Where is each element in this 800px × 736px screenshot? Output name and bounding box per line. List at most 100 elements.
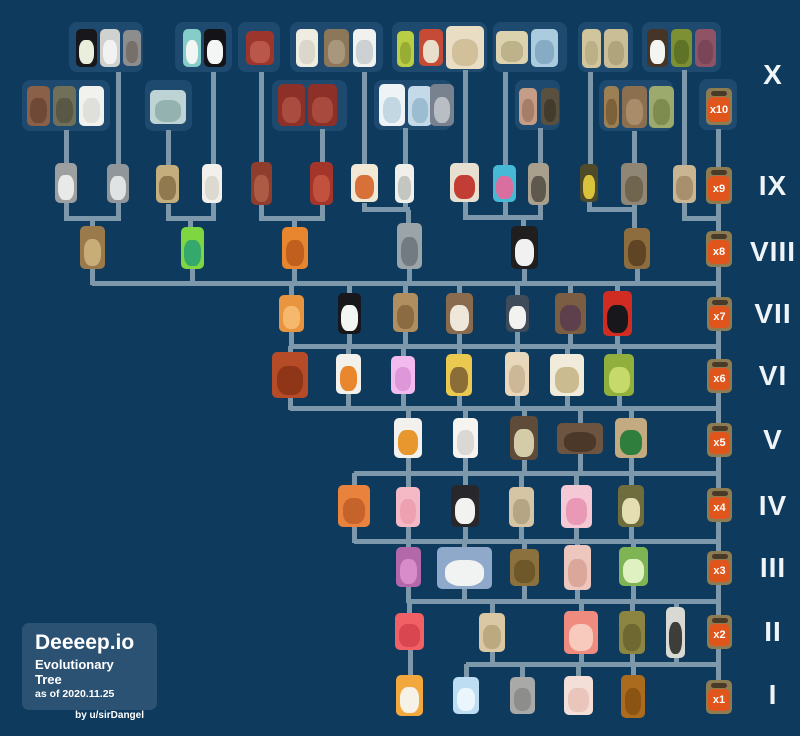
sprite-accent [676, 176, 693, 201]
connector-line-vertical [407, 268, 412, 285]
sprite-accent [205, 175, 219, 201]
connector-line-vertical [352, 526, 357, 543]
connector-line-vertical [588, 72, 593, 165]
sprite-megamouth-shark [531, 29, 558, 67]
sprite-green-turtle [181, 227, 204, 269]
badge-face-icon [711, 491, 728, 496]
sprite-penguin [338, 293, 361, 334]
skin-multiplier-badge-x9: x9 [706, 167, 732, 204]
sprite-accent [313, 174, 330, 202]
connector-line-vertical [574, 527, 579, 543]
connector-line-vertical [578, 453, 583, 475]
sprite-bald-eagle [647, 29, 668, 67]
tier-numeral-III: III [759, 552, 787, 583]
sprite-crab [338, 485, 370, 527]
sprite-accent [568, 687, 589, 713]
sprite-accent [607, 304, 628, 333]
badge-label: x8 [708, 240, 730, 264]
connector-line-vertical [615, 335, 620, 348]
connector-line-vertical [320, 129, 325, 163]
sprite-red-squid [310, 162, 333, 205]
connector-line-vertical [403, 331, 408, 348]
sprite-brown-eel [604, 86, 619, 128]
connector-line-vertical [259, 204, 264, 221]
sprite-accent [513, 688, 532, 712]
sprite-whale-shark [324, 29, 349, 67]
sprite-pink-squid [391, 356, 415, 394]
sprite-accent [455, 497, 475, 525]
skin-multiplier-badge-x8: x8 [706, 231, 732, 267]
sprite-accent [623, 558, 644, 584]
sprite-accent [619, 430, 643, 456]
connector-line-vertical [515, 346, 520, 355]
connector-line-vertical [90, 268, 95, 285]
sprite-frilled-shark [419, 29, 443, 66]
sprite-moray-eel [397, 31, 414, 67]
sprite-beluga [296, 29, 318, 67]
sprite-accent [83, 238, 102, 266]
connector-line-vertical [522, 585, 527, 603]
connector-line-vertical [401, 346, 406, 359]
sprite-accent [355, 175, 374, 200]
sprite-accent [514, 429, 534, 457]
connector-line-vertical [457, 333, 462, 348]
connector-line-vertical [682, 202, 687, 221]
sprite-beaver [393, 293, 418, 332]
connector-line-vertical [538, 204, 543, 220]
sprite-penguin-chick [451, 485, 479, 527]
connector-line-vertical [515, 283, 520, 297]
connector-line-vertical [347, 283, 352, 296]
sprite-sea-turtle-big [649, 86, 674, 128]
connector-line-vertical [538, 128, 543, 164]
sprite-accent [445, 559, 484, 587]
sprite-anglerfish [555, 293, 586, 334]
sprite-lionfish [351, 164, 378, 202]
sprite-ice-shark [408, 86, 432, 126]
sprite-accent [399, 41, 412, 65]
connector-line-vertical [403, 283, 408, 296]
connector-line-vertical [457, 395, 462, 410]
connector-line-horizontal [261, 216, 324, 221]
tier-numeral-X: X [763, 59, 783, 90]
connector-line-vertical [462, 541, 467, 550]
connector-line-vertical [166, 204, 171, 221]
sprite-elephant-seal [53, 86, 76, 126]
sprite-accent [411, 98, 429, 124]
badge-label: x10 [708, 97, 730, 122]
connector-line-vertical [630, 653, 635, 666]
sprite-accent [110, 175, 126, 201]
sprite-hippo [695, 29, 716, 67]
sprite-accent [58, 175, 74, 201]
legend-date: as of 2020.11.25 [35, 688, 115, 700]
connector-line-vertical [519, 473, 524, 490]
sprite-accent [422, 40, 440, 64]
sprite-accent [450, 305, 469, 332]
badge-label: x3 [709, 560, 730, 582]
sprite-accent [382, 96, 402, 124]
sprite-dark-creature [541, 88, 559, 125]
connector-line-vertical [288, 346, 293, 355]
connector-line-vertical [674, 657, 679, 666]
sprite-frog [619, 547, 648, 586]
connector-line-vertical [347, 333, 352, 348]
sprite-jellyfish [396, 547, 421, 587]
sprite-pelican [336, 354, 361, 394]
connector-line-vertical [463, 473, 468, 488]
connector-line-vertical [463, 201, 468, 220]
connector-line-vertical [631, 541, 636, 550]
sprite-accent [327, 40, 346, 65]
sprite-black-whale [511, 226, 538, 269]
sprite-walrus [27, 86, 50, 126]
connector-line-vertical [574, 473, 579, 488]
connector-line-vertical [682, 70, 687, 166]
connector-line-vertical [64, 130, 69, 164]
connector-line-vertical [188, 219, 193, 229]
connector-line-vertical [579, 601, 584, 614]
sprite-accent [531, 175, 546, 203]
sprite-accent [607, 40, 625, 66]
connector-line-horizontal [290, 344, 720, 349]
sprite-sea-snake [603, 291, 632, 336]
connector-line-vertical [292, 219, 297, 229]
badge-face-icon [711, 300, 728, 305]
tier-numeral-I: I [768, 679, 778, 710]
